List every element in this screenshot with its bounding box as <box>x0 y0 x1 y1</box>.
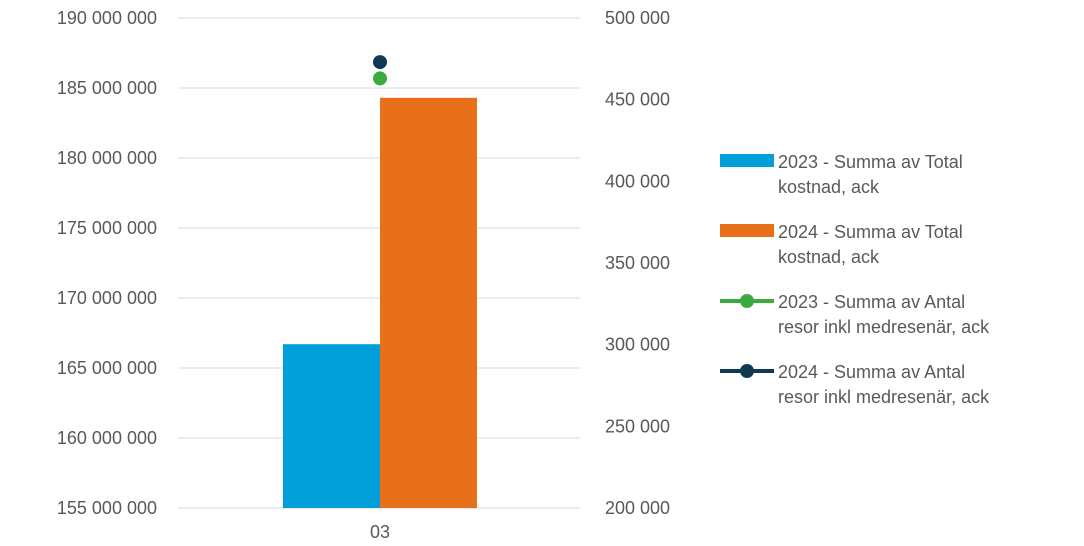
right-tick-label: 450 000 <box>605 90 670 110</box>
left-tick-label: 175 000 000 <box>57 218 157 238</box>
left-tick-label: 160 000 000 <box>57 428 157 448</box>
x-axis: 03 <box>178 507 580 542</box>
legend-label-line: 2023 - Summa av Antal <box>778 292 965 312</box>
legend-label: 2023 - Summa av Antal resor inkl medresen… <box>778 292 990 337</box>
legend-swatch <box>720 154 774 167</box>
legend-label-line: kostnad, ack <box>778 177 880 197</box>
bar-2024 <box>380 97 477 509</box>
legend-marker <box>740 364 754 378</box>
line-points <box>373 55 387 86</box>
left-tick-label: 170 000 000 <box>57 288 157 308</box>
right-tick-label: 300 000 <box>605 335 670 355</box>
left-tick-label: 155 000 000 <box>57 498 157 518</box>
legend-label-line: 2024 - Summa av Antal <box>778 362 965 382</box>
legend-label: 2024 - Summa av Antal resor inkl medresen… <box>778 362 990 407</box>
legend-label: 2023 - Summa av Total kostnad, ack <box>778 152 963 197</box>
left-tick-label: 180 000 000 <box>57 148 157 168</box>
left-y-axis: 155 000 000 160 000 000 165 000 000 170 000… <box>57 8 157 518</box>
right-tick-label: 250 000 <box>605 416 670 436</box>
legend-marker <box>740 294 754 308</box>
right-tick-label: 400 000 <box>605 171 670 191</box>
left-tick-label: 185 000 000 <box>57 78 157 98</box>
gridlines <box>178 17 580 439</box>
legend-label: 2024 - Summa av Total kostnad, ack <box>778 222 963 267</box>
bars <box>283 97 477 509</box>
legend-swatch <box>720 224 774 237</box>
left-tick-label: 190 000 000 <box>57 8 157 28</box>
point-2023 <box>373 71 387 86</box>
bar-2023 <box>283 344 380 508</box>
point-2024 <box>373 55 387 70</box>
right-tick-label: 350 000 <box>605 253 670 273</box>
right-tick-label: 500 000 <box>605 8 670 28</box>
right-y-axis: 200 000 250 000 300 000 350 000 400 000 450 0… <box>605 8 670 518</box>
legend-label-line: kostnad, ack <box>778 247 880 267</box>
legend-label-line: resor inkl medresenär, ack <box>778 317 990 337</box>
x-tick-label: 03 <box>370 522 390 542</box>
legend-label-line: 2023 - Summa av Total <box>778 152 963 172</box>
left-tick-label: 165 000 000 <box>57 358 157 378</box>
legend-label-line: resor inkl medresenär, ack <box>778 387 990 407</box>
right-tick-label: 200 000 <box>605 498 670 518</box>
legend-label-line: 2024 - Summa av Total <box>778 222 963 242</box>
